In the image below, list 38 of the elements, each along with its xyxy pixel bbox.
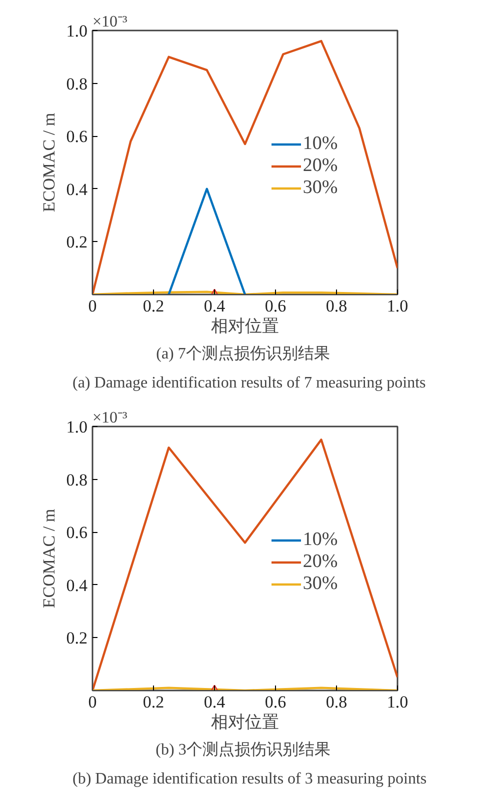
x-tick-label: 1.0 bbox=[386, 296, 408, 316]
legend-label: 30% bbox=[302, 573, 338, 596]
y-tick-label: 0.2 bbox=[66, 628, 88, 648]
y-axis-title: ECOMAC / m bbox=[39, 112, 58, 212]
y-tick-label: 0.8 bbox=[66, 470, 88, 490]
y-tick-label: 0.4 bbox=[66, 576, 88, 595]
x-tick-label: 0.4 bbox=[204, 692, 226, 712]
x-tick-label: 0.4 bbox=[204, 296, 226, 316]
x-tick-label: 0.6 bbox=[264, 296, 286, 316]
x-axis-title: 相对位置 bbox=[211, 712, 279, 732]
y-tick-label: 0.6 bbox=[66, 523, 88, 542]
legend-label: 10% bbox=[302, 133, 338, 156]
y-tick-label: 1.0 bbox=[66, 418, 88, 436]
text: (b) Damage identification results of 3 measuring points bbox=[72, 770, 427, 788]
y-tick-label: 0.2 bbox=[66, 232, 88, 252]
x-tick-label: 0 bbox=[88, 692, 97, 712]
y-axis-title: ECOMAC / m bbox=[39, 508, 58, 608]
x-tick-label: 0 bbox=[88, 296, 97, 316]
x-tick-label: 1.0 bbox=[386, 692, 408, 712]
legend-label: 20% bbox=[302, 155, 338, 178]
x-tick-label: 0.2 bbox=[142, 692, 164, 712]
x-axis-title: 相对位置 bbox=[211, 316, 279, 336]
y-tick-label: 0.6 bbox=[66, 127, 88, 146]
y-tick-label: 0.4 bbox=[66, 180, 88, 199]
legend-label: 20% bbox=[302, 551, 338, 574]
text: ×10⁻³ bbox=[92, 14, 128, 30]
x-tick-label: 0.8 bbox=[326, 296, 348, 316]
x-tick-label: 0.2 bbox=[142, 296, 164, 316]
x-tick-label: 0.8 bbox=[326, 692, 348, 712]
legend-label: 30% bbox=[302, 177, 338, 200]
y-tick-label: 1.0 bbox=[66, 22, 88, 40]
text: (a) 7个测点损伤识别结果 bbox=[156, 344, 330, 362]
legend-label: 10% bbox=[302, 529, 338, 552]
x-tick-label: 0.6 bbox=[264, 692, 286, 712]
text: (a) Damage identification results of 7 measuring points bbox=[72, 374, 426, 392]
text: (b) 3个测点损伤识别结果 bbox=[156, 740, 330, 758]
y-tick-label: 0.8 bbox=[66, 74, 88, 94]
text: ×10⁻³ bbox=[92, 410, 128, 426]
